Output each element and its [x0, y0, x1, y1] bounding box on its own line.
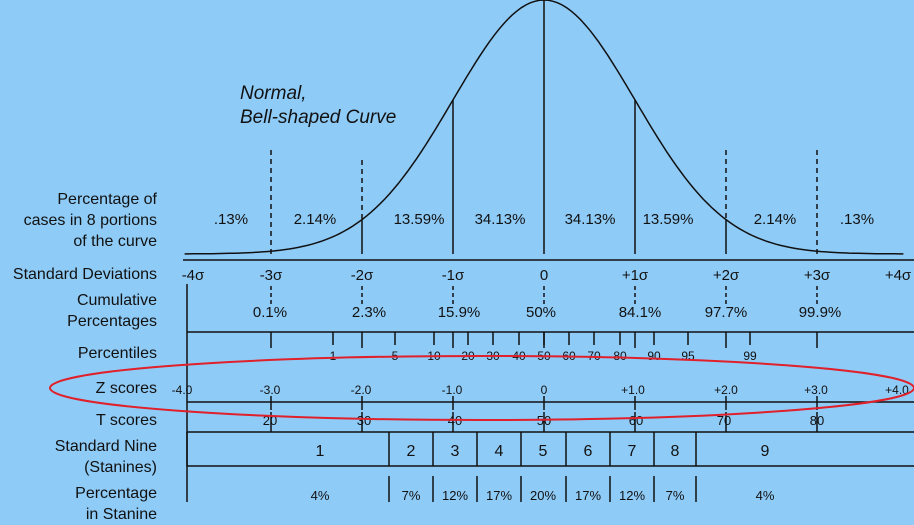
stanine-label: 3 — [451, 443, 460, 460]
curve-title: Normal, Bell-shaped Curve — [240, 82, 396, 130]
z-score-label: +4.0 — [885, 383, 909, 397]
cumulative-percentage: 0.1% — [253, 304, 287, 321]
z-score-label: +1.0 — [621, 383, 645, 397]
stanine-percentage: 12% — [442, 488, 468, 503]
cumulative-percentage: 50% — [526, 304, 556, 321]
z-score-label: 0 — [541, 383, 548, 397]
row-label-portions-line-1: Percentage of — [57, 191, 157, 208]
cumulative-percentage: 84.1% — [619, 304, 662, 321]
cumulative-percentage: 97.7% — [705, 304, 748, 321]
row-label-cumulative-line-1: Cumulative — [76, 292, 157, 309]
sd-label: +2σ — [713, 267, 740, 284]
stanine-percentage: 17% — [575, 488, 601, 503]
row-label-stanine-line-1: Standard Nine — [54, 438, 157, 455]
row-label-cumulative-line-2: Percentages — [67, 313, 157, 330]
row-label-t: T scores — [95, 412, 157, 429]
percentile-label: 99 — [743, 349, 757, 363]
stanine-percentage: 4% — [311, 488, 330, 503]
sd-label: 0 — [540, 267, 548, 284]
tscore-label: 30 — [357, 413, 371, 428]
row-label-z: Z scores — [95, 380, 157, 397]
curve-title-line-1: Normal, — [240, 83, 307, 104]
z-score-label: -2.0 — [351, 383, 372, 397]
bell-curve — [184, 0, 904, 255]
row-label-portions-line-2: cases in 8 portions — [23, 212, 157, 229]
portion-percentage: 13.59% — [643, 211, 694, 228]
row-label-stanine-line-2: (Stanines) — [84, 459, 157, 476]
curve-title-line-2: Bell-shaped Curve — [240, 107, 397, 128]
cumulative-percentage: 2.3% — [352, 304, 386, 321]
portion-percentage: 34.13% — [475, 211, 526, 228]
percentile-label: 90 — [647, 349, 661, 363]
stanine-label: 7 — [628, 443, 637, 460]
sd-label: -1σ — [442, 267, 465, 284]
stanine-percentage: 20% — [530, 488, 556, 503]
percentile-label: 1 — [330, 349, 337, 363]
portion-percentage: 13.59% — [394, 211, 445, 228]
row-label-percentiles: Percentiles — [77, 345, 157, 362]
row-label-stanine-pct-line-1: Percentage — [75, 485, 157, 502]
stanine-percentage: 7% — [666, 488, 685, 503]
portion-percentage: .13% — [214, 211, 248, 228]
sd-label: +1σ — [622, 267, 649, 284]
stanine-percentage: 17% — [486, 488, 512, 503]
stanine-label: 6 — [584, 443, 593, 460]
stanine-label: 5 — [539, 443, 548, 460]
row-label-stanine-pct-line-2: in Stanine — [85, 506, 157, 523]
cumulative-percentage: 99.9% — [799, 304, 842, 321]
z-score-label: -3.0 — [260, 383, 281, 397]
sd-label: -2σ — [351, 267, 374, 284]
stanine-label: 1 — [316, 443, 325, 460]
portion-percentage: 34.13% — [565, 211, 616, 228]
row-label-stanine-pct: Percentage in Stanine — [75, 483, 157, 525]
stanine-label: 9 — [761, 443, 770, 460]
sd-label: +4σ — [885, 267, 912, 284]
row-label-portions-line-3: of the curve — [73, 233, 157, 250]
z-score-label: +2.0 — [714, 383, 738, 397]
stanine-label: 2 — [407, 443, 416, 460]
z-score-label: +3.0 — [804, 383, 828, 397]
stanine-percentage: 7% — [402, 488, 421, 503]
percentile-label: 70 — [587, 349, 601, 363]
z-score-label: -1.0 — [442, 383, 463, 397]
row-label-portions: Percentage of cases in 8 portions of the… — [24, 189, 157, 252]
portion-percentage: 2.14% — [294, 211, 337, 228]
sd-label: -4σ — [182, 267, 205, 284]
z-score-label: -4.0 — [172, 383, 193, 397]
tscore-label: 70 — [717, 413, 731, 428]
stanine-label: 4 — [495, 443, 504, 460]
portion-percentage: 2.14% — [754, 211, 797, 228]
z-score-highlight-ellipse — [49, 355, 914, 421]
cumulative-percentage: 15.9% — [438, 304, 481, 321]
sd-label: -3σ — [260, 267, 283, 284]
row-label-sd: Standard Deviations — [12, 266, 157, 283]
stanine-percentage: 4% — [756, 488, 775, 503]
stanine-percentage: 12% — [619, 488, 645, 503]
sd-label: +3σ — [804, 267, 831, 284]
tscore-label: 60 — [629, 413, 643, 428]
row-label-stanine: Standard Nine (Stanines) — [55, 436, 157, 478]
row-label-cumulative: Cumulative Percentages — [67, 290, 157, 332]
portion-percentage: .13% — [840, 211, 874, 228]
stanine-label: 8 — [671, 443, 680, 460]
percentile-label: 80 — [613, 349, 627, 363]
